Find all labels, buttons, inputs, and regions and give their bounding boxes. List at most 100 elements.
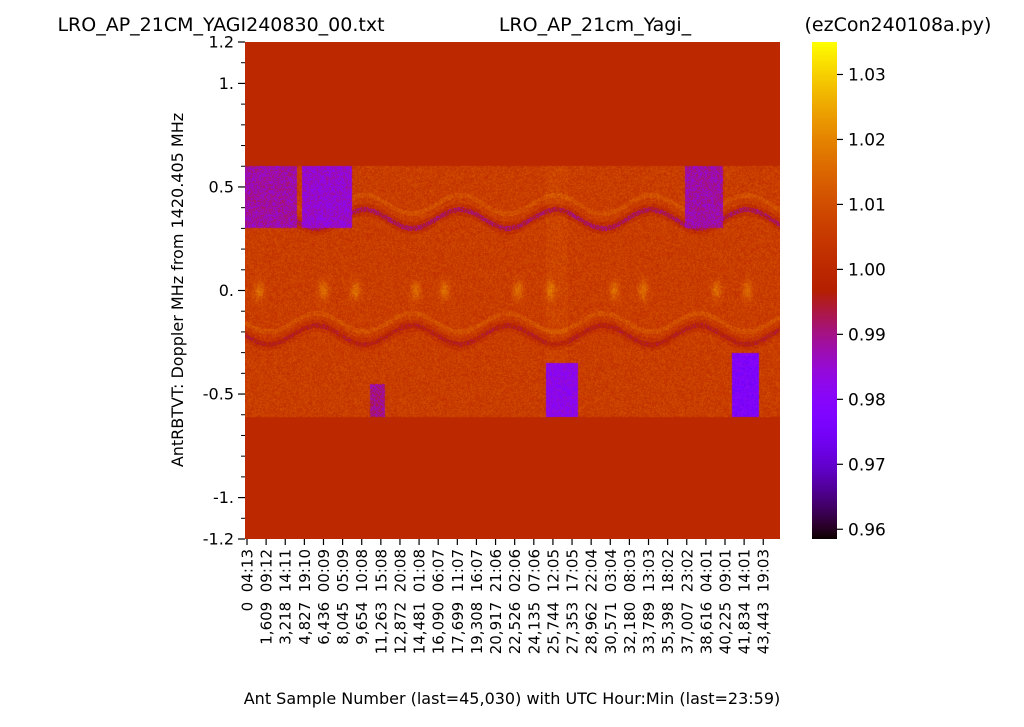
x-tick-label: 37,007 23:02 [678,549,696,654]
x-tick-utc: 05:09 [334,549,352,592]
colorbar-tick-label: 1.03 [848,65,886,85]
x-tick-label: 3,218 14:11 [277,549,295,645]
colorbar-tick-label: 1.01 [848,195,886,215]
x-tick-utc: 08:03 [621,549,639,592]
heatmap-plot-area [245,42,780,539]
x-tick-utc: 06:07 [430,549,448,592]
x-tick-sample: 43,443 [755,602,773,655]
y-tick-label: -1.2 [203,530,234,549]
x-tick-sample: 1,609 [258,602,276,645]
x-tick-label: 25,744 12:05 [544,549,562,654]
colorbar-tick-label: 0.96 [848,520,886,540]
x-tick-utc: 04:13 [239,549,257,592]
x-axis: 0 04:131,609 09:123,218 14:114,827 19:10… [239,539,773,654]
x-tick-sample: 40,225 [717,602,735,655]
y-tick-label: 0. [219,281,234,300]
x-tick-label: 43,443 19:03 [755,549,773,654]
x-tick-utc: 19:10 [296,549,314,592]
colorbar-tick-label: 0.99 [848,325,886,345]
x-tick-utc: 14:11 [277,549,295,592]
x-tick-label: 20,917 21:06 [487,549,505,654]
x-tick-utc: 11:07 [449,549,467,592]
colorbar-axis: 1.03 1.02 1.01 1.00 0.99 0.98 0.97 0.96 [837,65,886,540]
x-axis-label: Ant Sample Number (last=45,030) with UTC… [244,689,781,708]
x-tick-utc: 17:05 [564,549,582,592]
x-tick-utc: 13:03 [640,549,658,592]
x-tick-utc: 10:08 [353,549,371,592]
y-axis-label: AntRBTVT: Doppler MHz from 1420.405 MHz [168,113,187,467]
x-tick-sample: 32,180 [621,602,639,655]
x-tick-utc: 12:05 [544,549,562,592]
x-tick-label: 27,353 17:05 [564,549,582,654]
x-tick-label: 16,090 06:07 [430,549,448,654]
x-tick-sample: 0 [239,602,257,612]
x-tick-label: 11,263 15:08 [372,549,390,654]
x-tick-utc: 20:08 [391,549,409,592]
x-tick-sample: 30,571 [602,602,620,655]
x-tick-label: 28,962 22:04 [583,549,601,654]
y-tick-label: 0.5 [209,177,234,196]
x-tick-label: 0 04:13 [239,549,257,611]
x-tick-utc: 14:01 [736,549,754,592]
x-tick-sample: 9,654 [353,602,371,645]
x-tick-utc: 04:01 [697,549,715,592]
x-tick-label: 9,654 10:08 [353,549,371,645]
x-tick-sample: 25,744 [544,602,562,655]
x-tick-label: 12,872 20:08 [391,549,409,654]
x-tick-sample: 24,135 [525,602,543,655]
x-tick-label: 4,827 19:10 [296,549,314,645]
x-tick-sample: 37,007 [678,602,696,655]
x-tick-utc: 01:08 [411,549,429,592]
x-tick-utc: 02:06 [506,549,524,592]
x-tick-sample: 8,045 [334,602,352,645]
x-tick-utc: 15:08 [372,549,390,592]
x-tick-utc: 09:12 [258,549,276,592]
x-tick-utc: 18:02 [659,549,677,592]
x-tick-utc: 07:06 [525,549,543,592]
x-tick-utc: 16:07 [468,549,486,592]
x-tick-sample: 11,263 [372,602,390,655]
x-tick-label: 19,308 16:07 [468,549,486,654]
x-tick-sample: 27,353 [564,602,582,655]
y-tick-label: 1.2 [209,33,234,52]
x-tick-label: 22,526 02:06 [506,549,524,654]
x-tick-sample: 41,834 [736,602,754,655]
x-tick-sample: 14,481 [411,602,429,655]
x-tick-utc: 03:04 [602,549,620,592]
x-tick-sample: 28,962 [583,602,601,655]
x-tick-label: 40,225 09:01 [717,549,735,654]
x-tick-utc: 23:02 [678,549,696,592]
y-tick-label: -0.5 [203,385,234,404]
title-right: (ezCon240108a.py) [805,14,992,36]
x-tick-sample: 17,699 [449,602,467,655]
x-tick-label: 8,045 05:09 [334,549,352,645]
colorbar-tick-label: 1.02 [848,130,886,150]
x-tick-utc: 22:04 [583,549,601,592]
x-tick-sample: 16,090 [430,602,448,655]
x-tick-sample: 38,616 [697,602,715,655]
x-tick-sample: 33,789 [640,602,658,655]
x-tick-label: 38,616 04:01 [697,549,715,654]
colorbar-tick-label: 0.98 [848,390,886,410]
x-tick-sample: 12,872 [391,602,409,655]
x-tick-sample: 35,398 [659,602,677,655]
x-tick-utc: 00:09 [315,549,333,592]
x-tick-label: 33,789 13:03 [640,549,658,654]
colorbar [812,42,837,539]
x-tick-label: 41,834 14:01 [736,549,754,654]
x-tick-sample: 4,827 [296,602,314,645]
x-tick-label: 30,571 03:04 [602,549,620,654]
x-tick-sample: 3,218 [277,602,295,645]
x-tick-sample: 6,436 [315,602,333,645]
x-tick-utc: 19:03 [755,549,773,592]
colorbar-tick-label: 1.00 [848,260,886,280]
x-tick-label: 32,180 08:03 [621,549,639,654]
x-tick-utc: 09:01 [717,549,735,592]
x-tick-sample: 19,308 [468,602,486,655]
x-tick-label: 24,135 07:06 [525,549,543,654]
y-tick-label: -1. [213,488,234,507]
y-axis: 1.2 1. 0.5 0. -0.5 -1. -1.2 [203,33,245,549]
x-tick-label: 14,481 01:08 [411,549,429,654]
